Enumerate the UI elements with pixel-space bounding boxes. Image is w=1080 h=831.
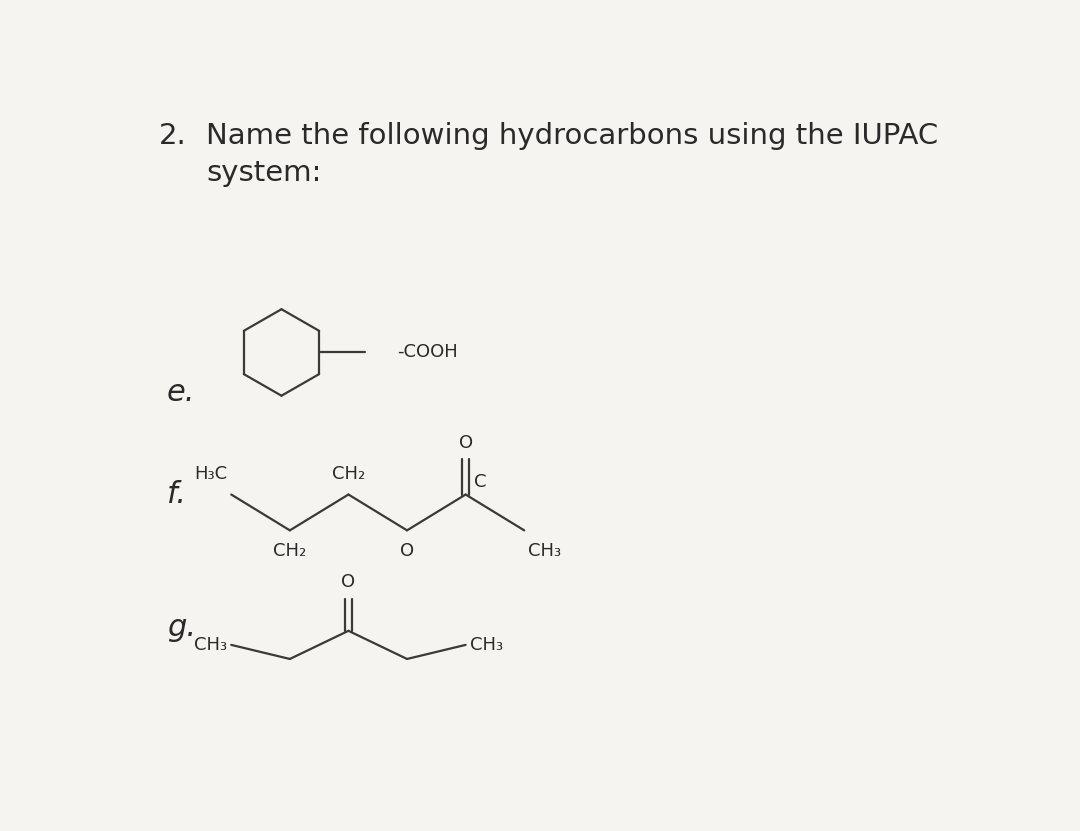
Text: Name the following hydrocarbons using the IUPAC
system:: Name the following hydrocarbons using th…	[206, 122, 939, 187]
Text: CH₃: CH₃	[470, 636, 503, 654]
Text: O: O	[459, 434, 473, 452]
Text: f.: f.	[166, 480, 187, 509]
Text: CH₂: CH₂	[332, 465, 365, 483]
Text: C: C	[474, 474, 486, 491]
Text: -COOH: -COOH	[397, 343, 458, 361]
Text: CH₃: CH₃	[528, 542, 562, 560]
Text: CH₂: CH₂	[273, 542, 307, 560]
Text: O: O	[341, 573, 355, 591]
Text: O: O	[400, 542, 414, 560]
Text: H₃C: H₃C	[194, 465, 227, 483]
Text: CH₃: CH₃	[194, 636, 227, 654]
Text: e.: e.	[166, 378, 195, 407]
Text: 2.: 2.	[159, 122, 186, 150]
Text: g.: g.	[166, 613, 195, 642]
